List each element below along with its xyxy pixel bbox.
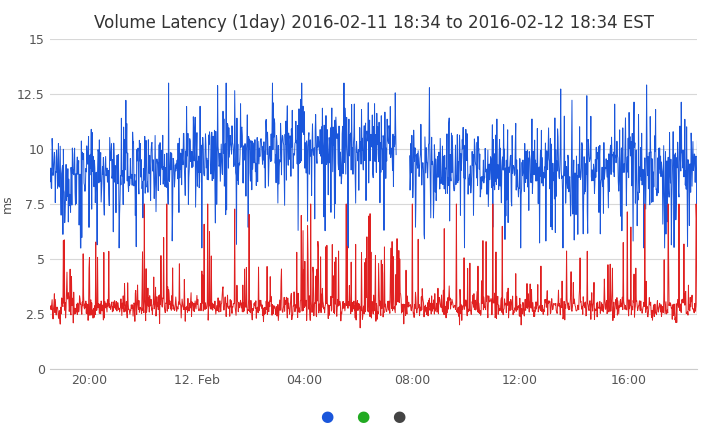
Y-axis label: ms: ms <box>1 195 14 213</box>
Title: Volume Latency (1day) 2016-02-11 18:34 to 2016-02-12 18:34 EST: Volume Latency (1day) 2016-02-11 18:34 t… <box>94 14 654 32</box>
Text: ●: ● <box>321 409 334 424</box>
Text: ●: ● <box>357 409 370 424</box>
Text: ●: ● <box>393 409 406 424</box>
